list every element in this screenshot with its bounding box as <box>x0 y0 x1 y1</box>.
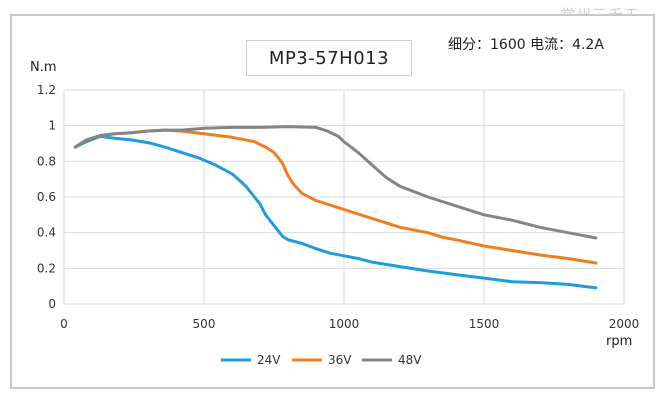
y-tick-label: 1 <box>48 119 56 133</box>
chart-subtitle: 细分：1600 电流：4.2A <box>448 37 604 53</box>
y-tick-label: 0.4 <box>37 226 56 240</box>
y-tick-label: 0.2 <box>37 261 56 275</box>
y-tick-label: 0 <box>48 297 56 311</box>
series-line-48v <box>73 125 598 240</box>
legend-label-36v: 36V <box>328 353 352 367</box>
y-tick-label: 0.6 <box>37 190 56 204</box>
x-tick-label: 1000 <box>329 317 360 331</box>
x-tick-label: 2000 <box>609 317 640 331</box>
chart-title: MP3-57H013 <box>246 40 412 76</box>
y-axis-label: N.m <box>30 60 57 75</box>
x-tick-label: 0 <box>60 317 68 331</box>
x-tick-label: 1500 <box>469 317 500 331</box>
series-line-24v <box>73 134 598 290</box>
y-tick-label: 0.8 <box>37 154 56 168</box>
legend-label-48v: 48V <box>398 353 422 367</box>
y-tick-label: 1.2 <box>37 83 56 97</box>
x-tick-label: 500 <box>193 317 216 331</box>
x-axis-label: rpm <box>606 334 633 349</box>
legend-label-24v: 24V <box>257 353 281 367</box>
chart-frame <box>10 14 655 389</box>
